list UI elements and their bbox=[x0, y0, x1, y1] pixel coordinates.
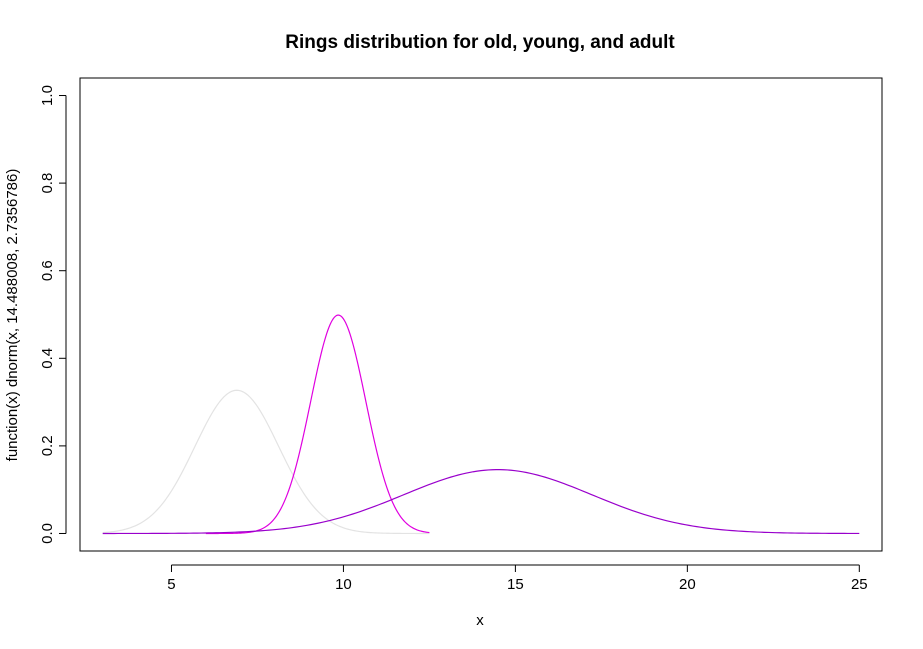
y-tick-label: 0.2 bbox=[39, 435, 56, 456]
y-tick-label: 1.0 bbox=[39, 85, 56, 106]
series-line-1 bbox=[102, 389, 430, 535]
series-layer bbox=[102, 314, 860, 535]
x-axis: 5 10 15 20 25 bbox=[167, 564, 868, 593]
y-axis: 0.0 0.2 0.4 0.6 0.8 1.0 bbox=[39, 85, 67, 544]
x-tick-label: 25 bbox=[851, 576, 868, 593]
x-tick-label: 5 bbox=[167, 576, 175, 593]
x-tick-label: 10 bbox=[335, 576, 352, 593]
series-line-3 bbox=[102, 469, 860, 535]
y-tick-label: 0.4 bbox=[39, 348, 56, 369]
y-tick-label: 0.8 bbox=[39, 173, 56, 194]
chart-title: Rings distribution for old, young, and a… bbox=[285, 32, 675, 53]
series-line-2 bbox=[205, 314, 430, 535]
y-tick-label: 0.6 bbox=[39, 260, 56, 281]
y-tick-label: 0.0 bbox=[39, 523, 56, 544]
x-tick-label: 15 bbox=[507, 576, 524, 593]
plot-box bbox=[79, 77, 883, 552]
x-tick-label: 20 bbox=[679, 576, 696, 593]
y-axis-label: function(x) dnorm(x, 14.488008, 2.735678… bbox=[4, 169, 21, 462]
x-axis-label: x bbox=[476, 612, 484, 629]
